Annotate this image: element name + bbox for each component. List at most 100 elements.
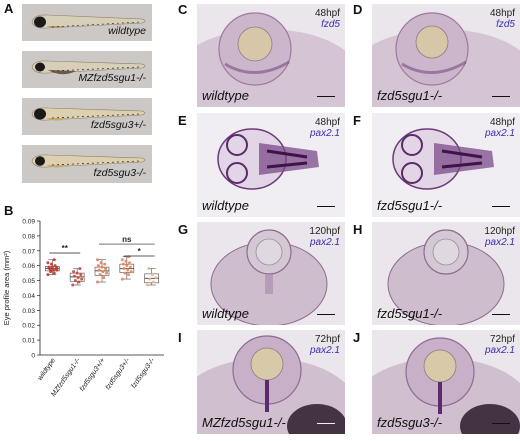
probe-label: pax2.1 xyxy=(484,128,515,139)
scale-bar xyxy=(317,95,335,97)
data-point xyxy=(52,271,56,275)
probe-label: pax2.1 xyxy=(484,345,515,356)
image-d-fzd5sgu1-fzd5: 48hpf fzd5 fzd5sgu1-/- xyxy=(372,4,520,107)
genotype-label: MZfzd5sgu1-/- xyxy=(202,415,286,430)
data-point xyxy=(98,273,102,277)
brain-stain-drawing xyxy=(217,128,319,190)
stage-probe-label: 48hpf fzd5 xyxy=(315,8,340,30)
image-f-fzd5sgu1-pax2: 48hpf pax2.1 fzd5sgu1-/- xyxy=(372,113,520,217)
data-point xyxy=(145,283,149,287)
scale-bar xyxy=(317,313,335,315)
data-point xyxy=(147,267,151,271)
image-j-fzd5sgu3-pax2: 72hpf pax2.1 fzd5sgu3-/- xyxy=(372,330,520,434)
data-point xyxy=(76,276,80,280)
scale-bar xyxy=(492,313,510,315)
data-point xyxy=(46,273,50,277)
panel-label-e: E xyxy=(178,113,187,128)
stage-label: 48hpf xyxy=(314,117,340,128)
genotype-label: fzd5sgu1-/- xyxy=(377,88,443,103)
scale-bar xyxy=(317,205,335,207)
panel-label-b: B xyxy=(4,203,14,218)
significance-label: ns xyxy=(122,235,132,244)
scale-bar xyxy=(492,422,510,424)
significance-label: * xyxy=(138,247,142,256)
larva-drawing xyxy=(31,14,146,29)
panel-label-c: C xyxy=(178,2,188,17)
larva-drawing xyxy=(31,107,146,121)
data-point xyxy=(128,265,132,269)
stage-label: 72hpf xyxy=(314,334,340,345)
genotype-label: fzd5sgu1-/- xyxy=(377,198,443,213)
data-point xyxy=(73,279,77,283)
data-point xyxy=(99,261,103,265)
stage-label: 72hpf xyxy=(489,334,515,345)
y-tick-label: 0.01 xyxy=(22,338,35,345)
larva-image-wildtype: wildtype xyxy=(22,4,152,41)
data-point xyxy=(47,265,51,269)
data-point xyxy=(71,283,75,287)
eye-stain-drawing xyxy=(197,12,345,107)
eye-stain-drawing xyxy=(387,229,505,325)
data-point xyxy=(50,265,54,269)
genotype-label: fzd5sgu3-/- xyxy=(93,167,146,179)
y-tick-label: 0 xyxy=(31,353,35,360)
image-e-wildtype-pax2: 48hpf pax2.1 wildtype xyxy=(197,113,345,217)
category-label: wildtype xyxy=(37,357,57,382)
data-point xyxy=(102,276,106,280)
data-point xyxy=(52,258,56,262)
probe-label: pax2.1 xyxy=(309,345,340,356)
data-point xyxy=(100,265,104,269)
stage-probe-label: 120hpf pax2.1 xyxy=(484,226,515,248)
larva-drawing xyxy=(31,154,146,168)
eye-stain-drawing xyxy=(197,335,345,434)
data-point xyxy=(151,273,154,277)
probe-label: pax2.1 xyxy=(484,237,515,248)
stage-label: 48hpf xyxy=(489,8,515,19)
panel-label-h: H xyxy=(353,222,363,237)
eye-stain-drawing xyxy=(372,337,520,434)
genotype-label: wildtype xyxy=(202,306,249,321)
brain-stain-drawing xyxy=(392,128,494,190)
data-point xyxy=(72,270,76,274)
data-point xyxy=(49,270,53,274)
image-c-wildtype-fzd5: 48hpf fzd5 wildtype xyxy=(197,4,345,107)
data-point xyxy=(120,277,124,281)
eye-area-boxplot: 0 0.01 0.02 0.03 0.04 0.05 0.06 0.07 0.08 0.09 Eye… xyxy=(2,219,164,398)
data-point xyxy=(128,261,131,265)
data-point xyxy=(80,277,84,281)
data-point xyxy=(53,264,57,268)
data-point xyxy=(49,267,53,271)
genotype-label: MZfzd5sgu1-/- xyxy=(78,72,146,84)
image-h-fzd5sgu1-pax2: 120hpf pax2.1 fzd5sgu1-/- xyxy=(372,222,520,325)
panel-label-a: A xyxy=(4,1,14,16)
genotype-label: fzd5sgu3-/- xyxy=(377,415,443,430)
scale-bar xyxy=(492,95,510,97)
data-point xyxy=(127,273,131,277)
stage-probe-label: 48hpf pax2.1 xyxy=(310,117,340,139)
data-point xyxy=(96,280,99,284)
probe-label: fzd5 xyxy=(321,19,340,30)
image-i-mzfzd5sgu1-pax2: 72hpf pax2.1 MZfzd5sgu1-/- xyxy=(197,330,345,434)
y-tick-label: 0.06 xyxy=(22,263,35,270)
data-point xyxy=(46,261,50,265)
data-point xyxy=(75,271,79,275)
data-point xyxy=(103,262,107,266)
data-point xyxy=(104,267,108,271)
data-point xyxy=(120,258,124,262)
data-point xyxy=(154,276,158,280)
stage-label: 48hpf xyxy=(489,117,515,128)
y-tick-label: 0.09 xyxy=(22,219,35,226)
category-label: fzd5sgu3+/+ xyxy=(79,357,107,393)
data-point xyxy=(148,277,152,281)
image-g-wildtype-pax2: 120hpf pax2.1 wildtype xyxy=(197,222,345,325)
scale-bar xyxy=(317,422,335,424)
y-tick-label: 0.05 xyxy=(22,278,35,285)
data-point xyxy=(50,262,53,266)
data-point xyxy=(77,280,81,284)
data-point xyxy=(122,267,126,271)
category-label: fzd5sgu3-/- xyxy=(130,357,156,390)
genotype-label: fzd5sgu1-/- xyxy=(377,306,443,321)
data-point xyxy=(124,259,128,263)
stage-label: 120hpf xyxy=(309,226,340,237)
data-point xyxy=(55,266,59,270)
